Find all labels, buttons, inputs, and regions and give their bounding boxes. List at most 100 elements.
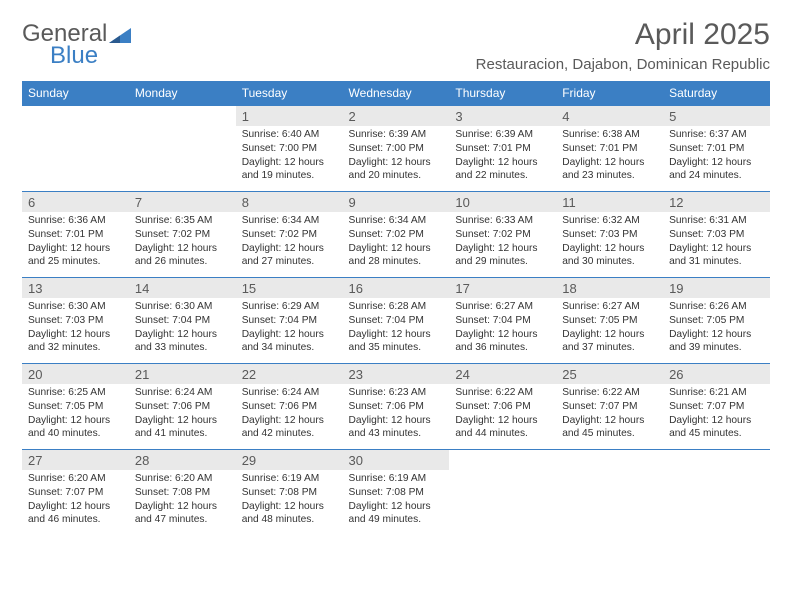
day-details: Sunrise: 6:39 AMSunset: 7:00 PMDaylight:… (343, 126, 450, 187)
weekday-header: Wednesday (343, 81, 450, 106)
calendar-day-cell: . (449, 450, 556, 536)
day-details: Sunrise: 6:33 AMSunset: 7:02 PMDaylight:… (449, 212, 556, 273)
day-details: Sunrise: 6:35 AMSunset: 7:02 PMDaylight:… (129, 212, 236, 273)
month-title: April 2025 (476, 18, 770, 52)
day-number: 14 (129, 278, 236, 298)
calendar-week-row: ..1Sunrise: 6:40 AMSunset: 7:00 PMDaylig… (22, 106, 770, 192)
calendar-day-cell: . (129, 106, 236, 192)
calendar-day-cell: 3Sunrise: 6:39 AMSunset: 7:01 PMDaylight… (449, 106, 556, 192)
day-number: 16 (343, 278, 450, 298)
day-number: 24 (449, 364, 556, 384)
day-number: 13 (22, 278, 129, 298)
calendar-week-row: 27Sunrise: 6:20 AMSunset: 7:07 PMDayligh… (22, 450, 770, 536)
location-subtitle: Restauracion, Dajabon, Dominican Republi… (476, 56, 770, 73)
day-details: Sunrise: 6:34 AMSunset: 7:02 PMDaylight:… (236, 212, 343, 273)
calendar-day-cell: 20Sunrise: 6:25 AMSunset: 7:05 PMDayligh… (22, 364, 129, 450)
day-number: 9 (343, 192, 450, 212)
calendar-day-cell: 30Sunrise: 6:19 AMSunset: 7:08 PMDayligh… (343, 450, 450, 536)
day-number: 23 (343, 364, 450, 384)
day-number: 25 (556, 364, 663, 384)
calendar-day-cell: 22Sunrise: 6:24 AMSunset: 7:06 PMDayligh… (236, 364, 343, 450)
day-number: 30 (343, 450, 450, 470)
day-number: 10 (449, 192, 556, 212)
day-details: Sunrise: 6:34 AMSunset: 7:02 PMDaylight:… (343, 212, 450, 273)
calendar-day-cell: 12Sunrise: 6:31 AMSunset: 7:03 PMDayligh… (663, 192, 770, 278)
day-number: 15 (236, 278, 343, 298)
day-details: Sunrise: 6:19 AMSunset: 7:08 PMDaylight:… (343, 470, 450, 531)
day-number: 26 (663, 364, 770, 384)
calendar-day-cell: 26Sunrise: 6:21 AMSunset: 7:07 PMDayligh… (663, 364, 770, 450)
day-details: Sunrise: 6:30 AMSunset: 7:03 PMDaylight:… (22, 298, 129, 359)
day-number: 18 (556, 278, 663, 298)
calendar-page: General Blue April 2025 Restauracion, Da… (0, 0, 792, 546)
weekday-header: Thursday (449, 81, 556, 106)
day-number: 27 (22, 450, 129, 470)
day-details: Sunrise: 6:39 AMSunset: 7:01 PMDaylight:… (449, 126, 556, 187)
calendar-day-cell: 1Sunrise: 6:40 AMSunset: 7:00 PMDaylight… (236, 106, 343, 192)
day-number: 19 (663, 278, 770, 298)
weekday-header: Monday (129, 81, 236, 106)
brand-word-2: Blue (22, 44, 107, 68)
day-details: Sunrise: 6:32 AMSunset: 7:03 PMDaylight:… (556, 212, 663, 273)
day-details: Sunrise: 6:31 AMSunset: 7:03 PMDaylight:… (663, 212, 770, 273)
day-number: 4 (556, 106, 663, 126)
calendar-day-cell: 8Sunrise: 6:34 AMSunset: 7:02 PMDaylight… (236, 192, 343, 278)
day-details: Sunrise: 6:37 AMSunset: 7:01 PMDaylight:… (663, 126, 770, 187)
day-number: 12 (663, 192, 770, 212)
day-details: Sunrise: 6:22 AMSunset: 7:06 PMDaylight:… (449, 384, 556, 445)
day-number: 7 (129, 192, 236, 212)
calendar-day-cell: 24Sunrise: 6:22 AMSunset: 7:06 PMDayligh… (449, 364, 556, 450)
weekday-header: Sunday (22, 81, 129, 106)
calendar-day-cell: 6Sunrise: 6:36 AMSunset: 7:01 PMDaylight… (22, 192, 129, 278)
day-details: Sunrise: 6:23 AMSunset: 7:06 PMDaylight:… (343, 384, 450, 445)
calendar-day-cell: 9Sunrise: 6:34 AMSunset: 7:02 PMDaylight… (343, 192, 450, 278)
day-details: Sunrise: 6:24 AMSunset: 7:06 PMDaylight:… (236, 384, 343, 445)
calendar-day-cell: 27Sunrise: 6:20 AMSunset: 7:07 PMDayligh… (22, 450, 129, 536)
weekday-header: Friday (556, 81, 663, 106)
calendar-day-cell: 13Sunrise: 6:30 AMSunset: 7:03 PMDayligh… (22, 278, 129, 364)
calendar-day-cell: 21Sunrise: 6:24 AMSunset: 7:06 PMDayligh… (129, 364, 236, 450)
calendar-day-cell: 7Sunrise: 6:35 AMSunset: 7:02 PMDaylight… (129, 192, 236, 278)
day-details: Sunrise: 6:27 AMSunset: 7:04 PMDaylight:… (449, 298, 556, 359)
day-number: 21 (129, 364, 236, 384)
title-block: April 2025 Restauracion, Dajabon, Domini… (476, 18, 770, 73)
day-details: Sunrise: 6:28 AMSunset: 7:04 PMDaylight:… (343, 298, 450, 359)
calendar-day-cell: . (22, 106, 129, 192)
calendar-day-cell: 23Sunrise: 6:23 AMSunset: 7:06 PMDayligh… (343, 364, 450, 450)
calendar-week-row: 13Sunrise: 6:30 AMSunset: 7:03 PMDayligh… (22, 278, 770, 364)
calendar-day-cell: 14Sunrise: 6:30 AMSunset: 7:04 PMDayligh… (129, 278, 236, 364)
calendar-day-cell: 19Sunrise: 6:26 AMSunset: 7:05 PMDayligh… (663, 278, 770, 364)
day-details: Sunrise: 6:27 AMSunset: 7:05 PMDaylight:… (556, 298, 663, 359)
calendar-day-cell: 11Sunrise: 6:32 AMSunset: 7:03 PMDayligh… (556, 192, 663, 278)
day-details: Sunrise: 6:25 AMSunset: 7:05 PMDaylight:… (22, 384, 129, 445)
brand-triangle-icon (109, 28, 131, 46)
brand-logo: General Blue (22, 18, 131, 68)
calendar-day-cell: 28Sunrise: 6:20 AMSunset: 7:08 PMDayligh… (129, 450, 236, 536)
day-details: Sunrise: 6:19 AMSunset: 7:08 PMDaylight:… (236, 470, 343, 531)
brand-text: General Blue (22, 22, 107, 68)
day-number: 6 (22, 192, 129, 212)
day-details: Sunrise: 6:26 AMSunset: 7:05 PMDaylight:… (663, 298, 770, 359)
calendar-day-cell: 2Sunrise: 6:39 AMSunset: 7:00 PMDaylight… (343, 106, 450, 192)
calendar-day-cell: . (663, 450, 770, 536)
calendar-day-cell: 5Sunrise: 6:37 AMSunset: 7:01 PMDaylight… (663, 106, 770, 192)
day-details: Sunrise: 6:22 AMSunset: 7:07 PMDaylight:… (556, 384, 663, 445)
calendar-week-row: 20Sunrise: 6:25 AMSunset: 7:05 PMDayligh… (22, 364, 770, 450)
day-number: 20 (22, 364, 129, 384)
day-number: 22 (236, 364, 343, 384)
calendar-day-cell: 4Sunrise: 6:38 AMSunset: 7:01 PMDaylight… (556, 106, 663, 192)
day-number: 29 (236, 450, 343, 470)
day-number: 5 (663, 106, 770, 126)
day-details: Sunrise: 6:20 AMSunset: 7:07 PMDaylight:… (22, 470, 129, 531)
day-number: 11 (556, 192, 663, 212)
calendar-week-row: 6Sunrise: 6:36 AMSunset: 7:01 PMDaylight… (22, 192, 770, 278)
header: General Blue April 2025 Restauracion, Da… (22, 18, 770, 73)
day-details: Sunrise: 6:36 AMSunset: 7:01 PMDaylight:… (22, 212, 129, 273)
calendar-day-cell: 25Sunrise: 6:22 AMSunset: 7:07 PMDayligh… (556, 364, 663, 450)
day-details: Sunrise: 6:38 AMSunset: 7:01 PMDaylight:… (556, 126, 663, 187)
calendar-day-cell: 10Sunrise: 6:33 AMSunset: 7:02 PMDayligh… (449, 192, 556, 278)
day-details: Sunrise: 6:24 AMSunset: 7:06 PMDaylight:… (129, 384, 236, 445)
day-number: 28 (129, 450, 236, 470)
calendar-day-cell: . (556, 450, 663, 536)
calendar-day-cell: 18Sunrise: 6:27 AMSunset: 7:05 PMDayligh… (556, 278, 663, 364)
